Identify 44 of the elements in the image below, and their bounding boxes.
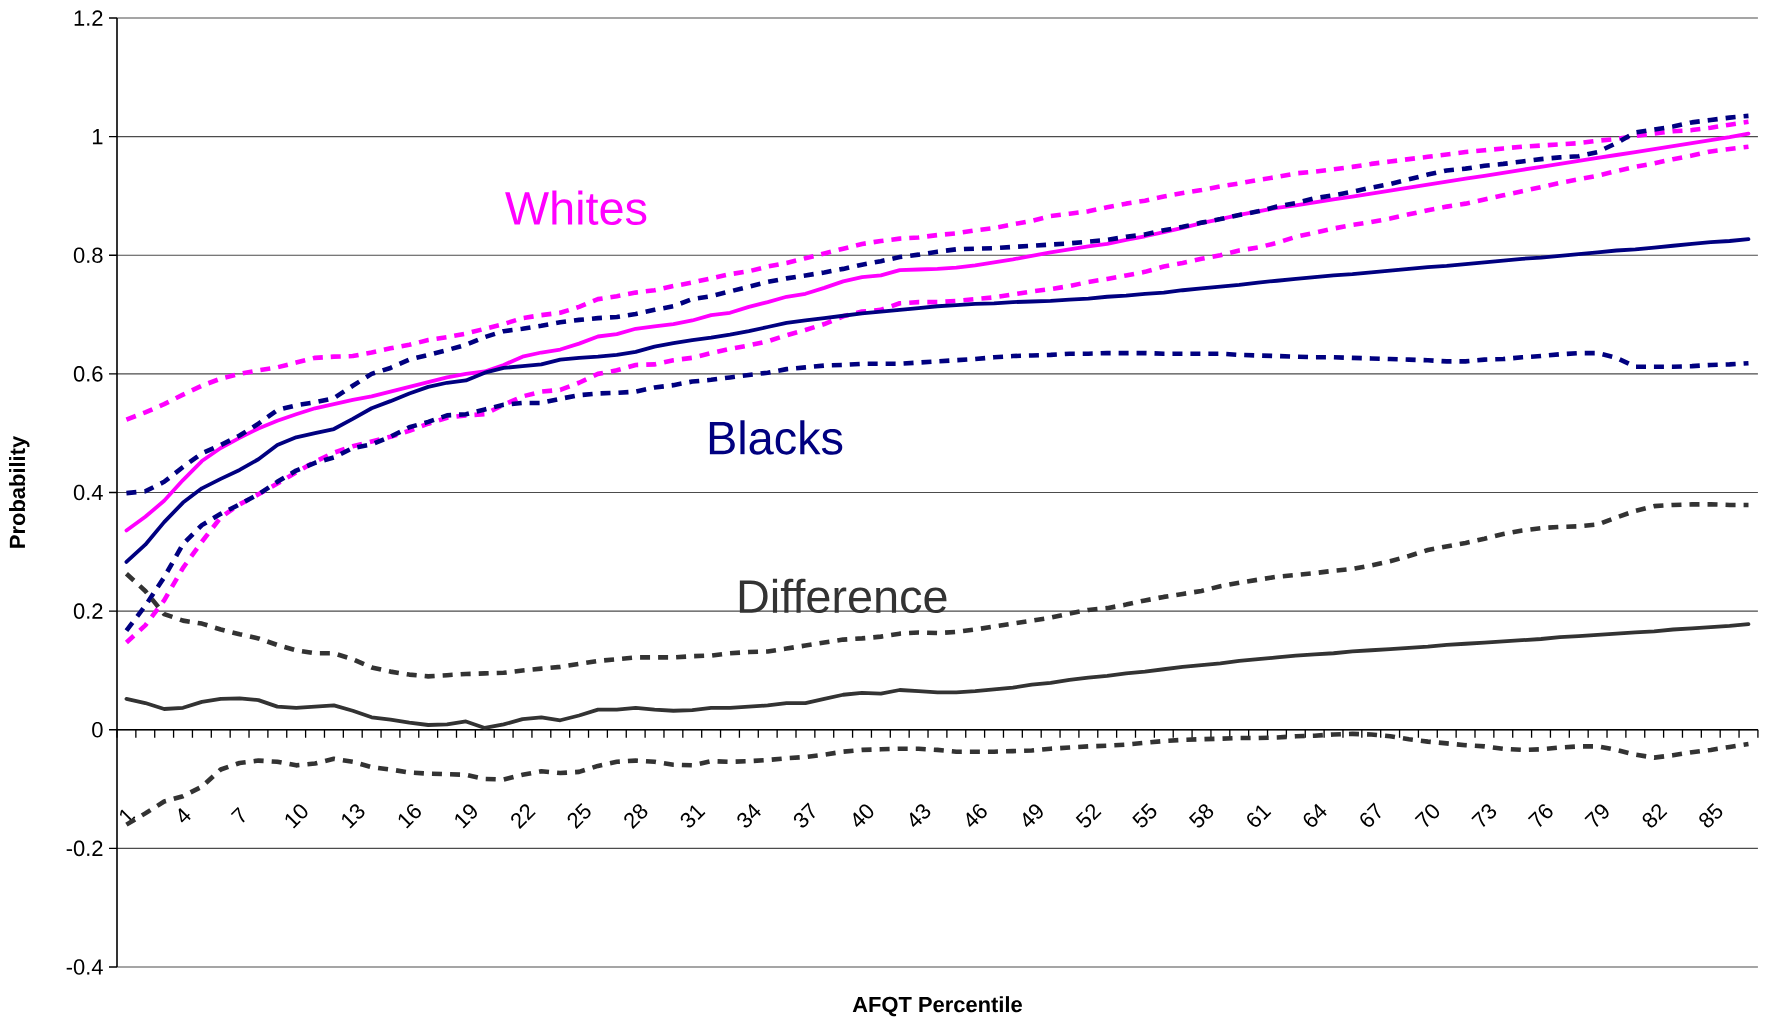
x-tick-label: 58 xyxy=(1188,804,1214,828)
x-tick-label: 16 xyxy=(398,804,421,829)
x-tick-label: 43 xyxy=(909,804,931,827)
y-axis-title: Probability xyxy=(9,435,30,548)
series-label: Blacks xyxy=(709,420,843,455)
x-tick-label: 19 xyxy=(455,804,477,829)
y-tick-label: 0 xyxy=(92,721,103,738)
x-tick-label: 85 xyxy=(1699,803,1723,828)
y-tick-label: 1 xyxy=(92,129,103,145)
x-tick-label: 49 xyxy=(1023,804,1043,827)
x-tick-label: 52 xyxy=(1075,804,1102,828)
x-tick-label: 28 xyxy=(624,804,648,829)
x-tick-label: 70 xyxy=(1414,804,1440,827)
y-tick-label: -0.2 xyxy=(66,840,103,857)
x-tick-label: 34 xyxy=(737,803,761,828)
y-tick-label: 0.8 xyxy=(73,247,103,263)
x-tick-label: 31 xyxy=(680,805,706,828)
text: Whites xyxy=(505,190,647,225)
y-tick-label: 1.2 xyxy=(74,10,103,26)
y-tick-label: -0.4 xyxy=(66,959,103,975)
x-tick-label: 10 xyxy=(285,804,308,829)
x-tick-label: 7 xyxy=(230,806,245,823)
x-tick-label: 25 xyxy=(567,803,591,829)
x-tick-label: 37 xyxy=(793,802,815,828)
y-tick-label: 0.4 xyxy=(73,484,103,501)
x-tick-label: 61 xyxy=(1247,805,1272,827)
series-label: Difference xyxy=(739,578,947,614)
x-tick-label: 76 xyxy=(1527,804,1553,827)
line-series xyxy=(124,237,1751,564)
x-tick-label: 64 xyxy=(1303,803,1327,827)
x-axis-title: AFQT Percentile xyxy=(852,996,1022,1017)
x-tick-label: 73 xyxy=(1471,804,1497,827)
x-tick-label: 40 xyxy=(853,804,874,827)
x-tick-label: 22 xyxy=(511,804,536,829)
x-tick-label: 67 xyxy=(1360,802,1381,827)
line-series xyxy=(124,119,1751,422)
x-tick-label: 55 xyxy=(1132,803,1157,828)
x-tick-label: 79 xyxy=(1584,804,1609,827)
x-tick-label: 4 xyxy=(178,808,191,823)
x-tick-label: 46 xyxy=(966,804,987,827)
y-tick-label: 0.6 xyxy=(73,366,103,382)
x-tick-label: 82 xyxy=(1642,804,1668,828)
x-tick-label: 13 xyxy=(342,804,365,829)
y-tick-label: 0.2 xyxy=(73,603,103,619)
